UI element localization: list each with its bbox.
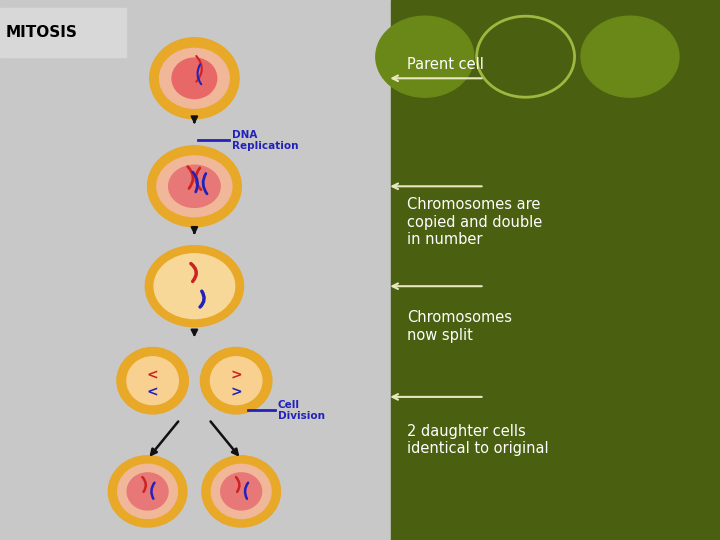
Bar <box>391 0 720 540</box>
Ellipse shape <box>581 16 679 97</box>
Text: Cell
Division: Cell Division <box>278 400 325 421</box>
Ellipse shape <box>165 263 224 310</box>
Text: >: > <box>230 386 242 400</box>
Ellipse shape <box>376 16 474 97</box>
Ellipse shape <box>221 473 261 510</box>
Ellipse shape <box>127 473 168 510</box>
Text: Chromosomes
now split: Chromosomes now split <box>407 310 512 343</box>
Ellipse shape <box>212 464 271 518</box>
Ellipse shape <box>145 246 243 327</box>
Ellipse shape <box>172 58 217 98</box>
Ellipse shape <box>168 165 220 207</box>
Ellipse shape <box>150 38 239 119</box>
Ellipse shape <box>202 456 281 527</box>
Text: 2 daughter cells
identical to original: 2 daughter cells identical to original <box>407 424 549 456</box>
Ellipse shape <box>477 16 575 97</box>
Text: DNA
Replication: DNA Replication <box>232 130 298 151</box>
Text: Parent cell: Parent cell <box>407 57 484 72</box>
Bar <box>0 8 126 57</box>
Bar <box>0 0 391 540</box>
Ellipse shape <box>117 348 189 414</box>
Ellipse shape <box>118 464 177 518</box>
Ellipse shape <box>108 456 187 527</box>
Ellipse shape <box>157 156 232 217</box>
Text: <: < <box>147 368 158 382</box>
Ellipse shape <box>210 357 262 404</box>
Text: <: < <box>147 386 158 400</box>
Ellipse shape <box>160 49 229 108</box>
Ellipse shape <box>127 357 179 404</box>
Ellipse shape <box>154 254 235 319</box>
Ellipse shape <box>148 146 241 227</box>
Text: MITOSIS: MITOSIS <box>6 25 78 40</box>
Ellipse shape <box>200 348 272 414</box>
Text: Chromosomes are
copied and double
in number: Chromosomes are copied and double in num… <box>407 197 542 247</box>
Text: >: > <box>230 368 242 382</box>
